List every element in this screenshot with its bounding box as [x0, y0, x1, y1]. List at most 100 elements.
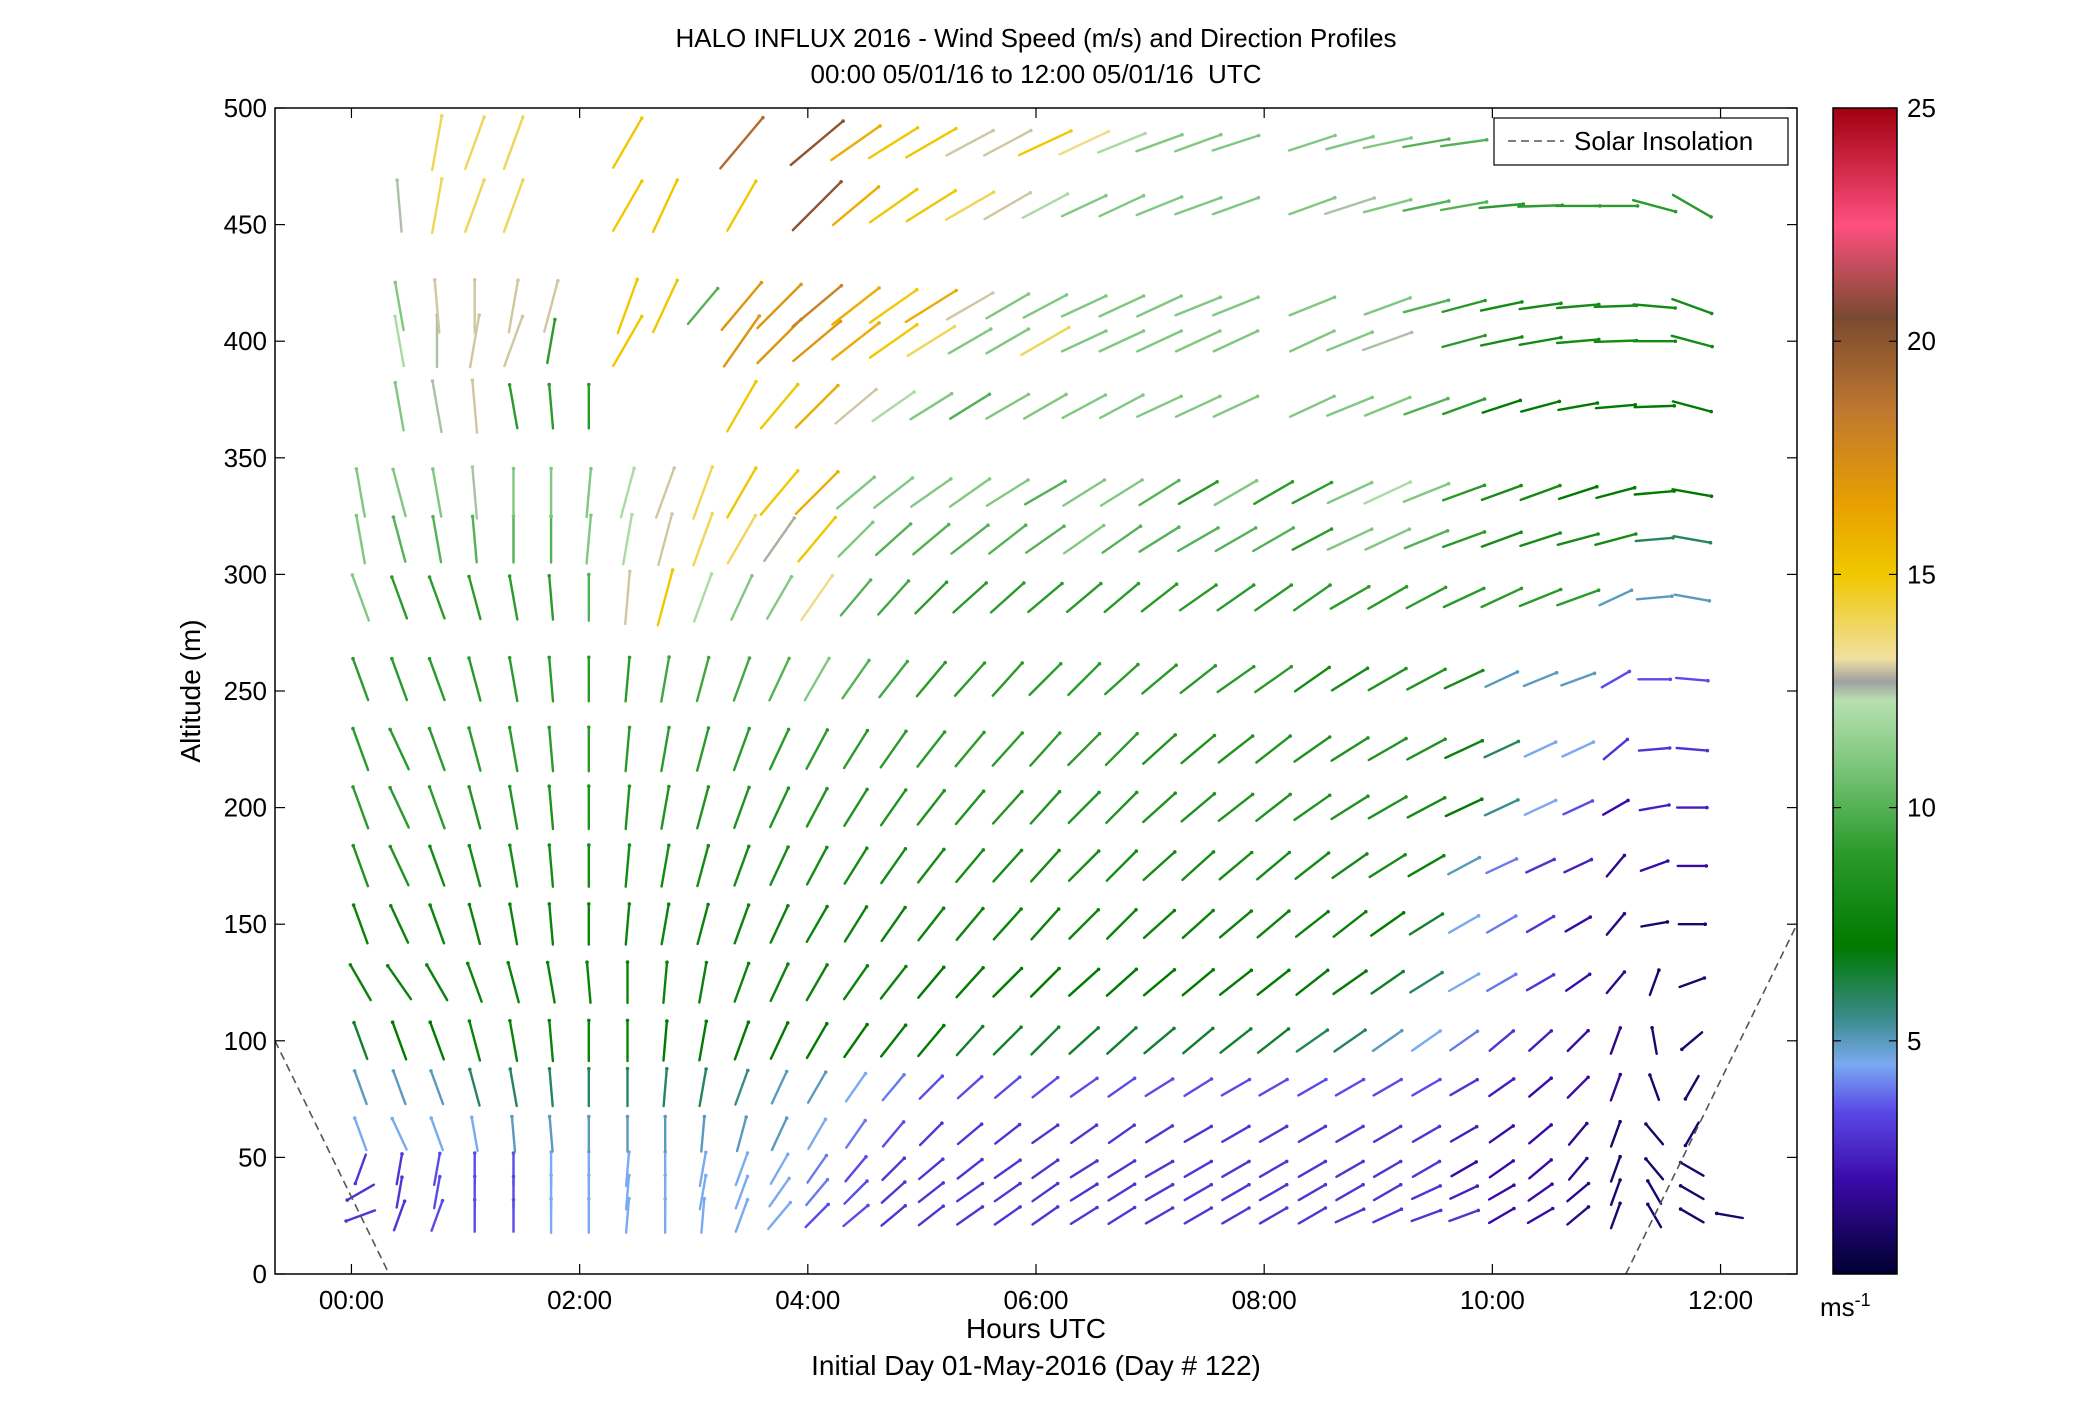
- wind-vector-dot-14-23: [1254, 478, 1259, 483]
- wind-vector-10-5: [548, 726, 555, 773]
- wind-vector-7-5: [548, 902, 555, 946]
- wind-vector-18-23: [1439, 200, 1488, 212]
- wind-vector-8-21: [1142, 850, 1177, 882]
- wind-vector-dot-18-9: [915, 187, 919, 192]
- wind-vector-dot-2-31: [1549, 1158, 1553, 1162]
- wind-vector-dot-8-27: [1403, 853, 1407, 857]
- wind-vector-dot-6-19: [1096, 967, 1101, 972]
- wind-vector-dot-2-28: [1437, 1159, 1442, 1164]
- wind-vector-2-25: [1297, 1160, 1327, 1179]
- wind-vector-5-27: [1371, 1029, 1404, 1053]
- wind-vector-dot-2-0: [353, 1181, 358, 1186]
- wind-vector-4-10: [734, 1069, 749, 1106]
- wind-vector-dot-12-34: [1670, 594, 1674, 598]
- wind-vector-4-1: [392, 1069, 407, 1106]
- wind-vector-dot-5-6: [587, 1018, 591, 1023]
- wind-vector-7-21: [1142, 909, 1176, 939]
- wind-vector-19-17: [1287, 134, 1337, 152]
- wind-vector-8-11: [769, 845, 790, 886]
- wind-vector-dot-0-16: [980, 1205, 985, 1209]
- wind-vector-dot-12-8: [670, 568, 675, 572]
- wind-vector-10-4: [508, 726, 519, 773]
- wind-vector-11-30: [1484, 670, 1519, 688]
- wind-vector-dot-14-25: [1329, 480, 1334, 485]
- x-tick-label-0: 00:00: [319, 1285, 384, 1315]
- wind-vector-dot-17-19: [1179, 294, 1183, 298]
- wind-vector-11-31: [1522, 671, 1558, 688]
- wind-vector-12-33: [1598, 589, 1633, 607]
- wind-vector-dot-3-15: [940, 1121, 944, 1125]
- wind-vector-dot-1-17: [1018, 1181, 1022, 1186]
- wind-vector-4-0: [353, 1069, 368, 1106]
- wind-vector-3-15: [918, 1121, 944, 1147]
- wind-vector-dot-14-24: [1290, 480, 1295, 484]
- wind-vector-dot-8-15: [942, 847, 946, 852]
- wind-vector-dot-8-3: [467, 843, 472, 848]
- x-tick-label-4: 08:00: [1232, 1285, 1297, 1315]
- y-axis-label: Altitude (m): [175, 619, 206, 762]
- wind-vector-4-24: [1258, 1078, 1289, 1097]
- wind-vector-14-22: [1177, 480, 1219, 505]
- wind-vector-dot-9-15: [942, 788, 946, 793]
- wind-vector-dot-2-30: [1511, 1159, 1515, 1163]
- wind-vector-dot-7-15: [941, 906, 946, 910]
- wind-vector-9-9: [696, 785, 710, 830]
- wind-vector-dot-1-21: [1170, 1182, 1175, 1187]
- wind-vector-dot-6-11: [786, 962, 790, 966]
- wind-vector-dot-13-18: [1062, 524, 1066, 528]
- wind-vector-1-23: [1221, 1183, 1251, 1202]
- wind-vector-11-12: [803, 657, 831, 702]
- wind-vector-14-19: [1062, 478, 1106, 507]
- wind-vector-8-25: [1294, 851, 1330, 880]
- wind-vector-dot-11-35: [1706, 678, 1710, 683]
- wind-vector-dot-11-2: [427, 656, 432, 661]
- wind-vector-6-32: [1564, 973, 1591, 992]
- wind-vector-19-10: [983, 129, 1033, 157]
- wind-vector-14-24: [1253, 480, 1294, 505]
- wind-vector-2-26: [1335, 1160, 1365, 1179]
- wind-vector-dot-19-5: [841, 119, 845, 123]
- wind-vector-dot-3-16: [979, 1122, 984, 1126]
- wind-vector-7-12: [805, 905, 829, 943]
- wind-vector-dot-7-32: [1588, 915, 1593, 919]
- wind-vector-13-18: [1024, 525, 1066, 554]
- wind-vector-dot-12-19: [1099, 581, 1103, 586]
- wind-vector-19-9: [945, 129, 995, 157]
- wind-vector-dot-4-21: [1170, 1077, 1175, 1081]
- wind-vector-dot-12-33: [1629, 588, 1634, 593]
- wind-vector-11-24: [1254, 665, 1293, 694]
- wind-vector-17-18: [1098, 294, 1145, 318]
- wind-vector-dot-14-27: [1408, 480, 1413, 484]
- wind-vector-dot-17-16: [1064, 293, 1069, 297]
- wind-vector-dot-4-32: [1586, 1075, 1590, 1080]
- wind-vector-dot-3-2: [429, 1116, 434, 1120]
- wind-vector-dot-11-28: [1443, 667, 1447, 672]
- wind-vector-6-31: [1525, 973, 1555, 992]
- wind-vector-12-1: [390, 575, 409, 620]
- wind-vector-6-33: [1605, 970, 1626, 995]
- wind-vector-7-10: [733, 903, 750, 945]
- wind-vector-16-12: [947, 327, 992, 355]
- wind-vector-dot-2-12: [824, 1153, 829, 1158]
- wind-vector-3-29: [1449, 1125, 1478, 1143]
- wind-vector-6-16: [955, 966, 985, 999]
- wind-vector-13-32: [1556, 532, 1600, 546]
- wind-vector-dot-6-31: [1551, 973, 1556, 977]
- wind-vector-dot-3-0: [352, 1116, 357, 1120]
- wind-vector-13-29: [1441, 530, 1486, 549]
- wind-vector-17-26: [1479, 300, 1524, 312]
- wind-vector-dot-19-3: [640, 116, 644, 120]
- y-tick-label-9: 450: [224, 210, 267, 240]
- wind-vector-16-18: [1174, 329, 1222, 353]
- wind-vector-dot-5-18: [1056, 1025, 1061, 1029]
- wind-vector-9-18: [1029, 790, 1061, 825]
- wind-vector-18-5: [651, 178, 679, 234]
- wind-vector-dot-0-31: [1550, 1206, 1555, 1211]
- wind-vector-dot-8-23: [1249, 850, 1254, 855]
- wind-vector-dot-11-33: [1627, 669, 1632, 674]
- wind-vector-dot-15-17: [1179, 394, 1183, 399]
- wind-vector-dot-17-8: [759, 280, 764, 285]
- wind-vector-dot-5-32: [1586, 1028, 1590, 1033]
- wind-vector-14-18: [1023, 480, 1067, 506]
- wind-vector-2-33: [1609, 1155, 1622, 1183]
